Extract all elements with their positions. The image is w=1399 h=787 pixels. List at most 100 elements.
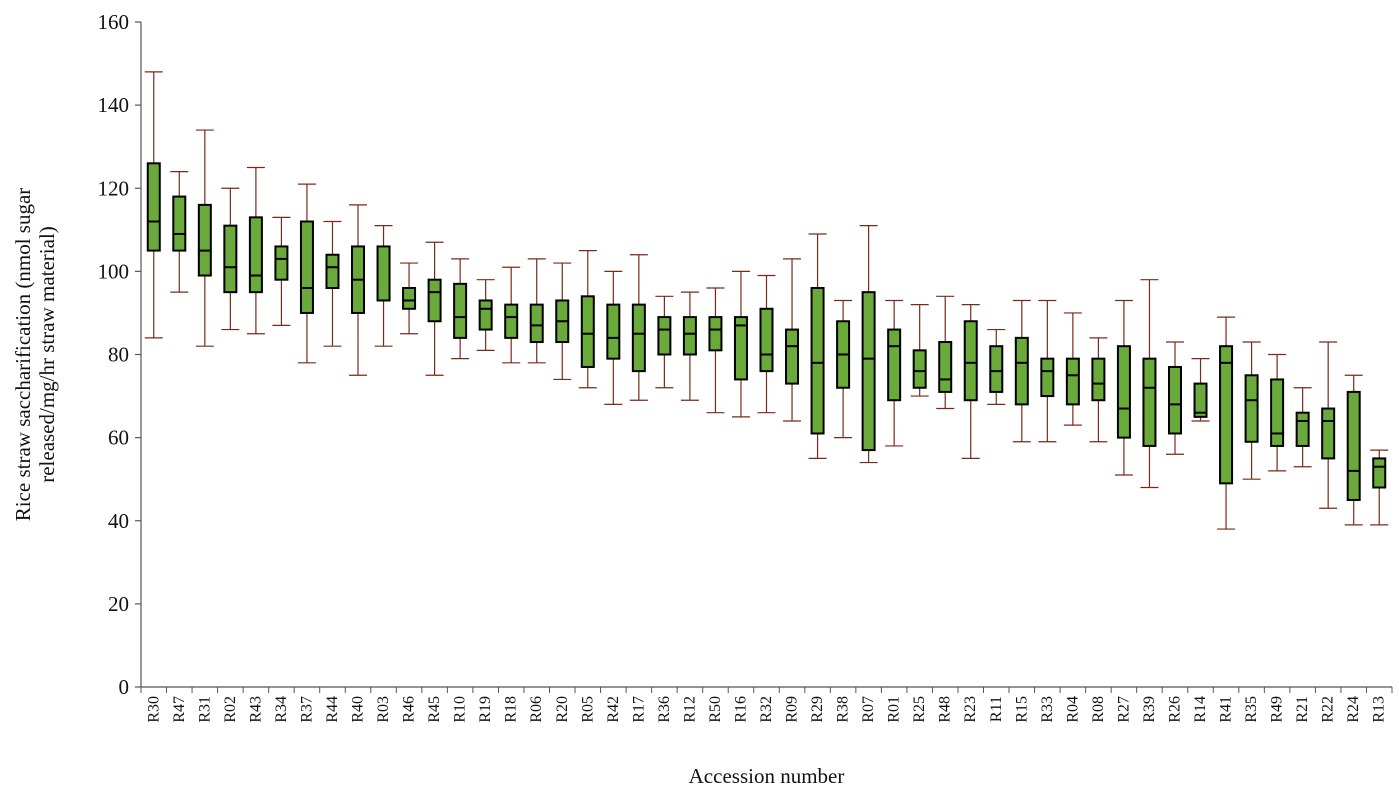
- x-tick-label: R08: [1090, 696, 1107, 723]
- iqr-box: [861, 291, 876, 452]
- x-tick-label: R43: [247, 696, 264, 723]
- iqr-box: [529, 303, 544, 344]
- x-tick-label: R16: [732, 696, 749, 723]
- box-series: [144, 71, 1389, 530]
- x-tick-label: R05: [579, 696, 596, 723]
- x-tick-label: R10: [452, 696, 469, 723]
- iqr-box: [580, 295, 595, 368]
- iqr-box: [1295, 411, 1310, 447]
- x-tick-label: R09: [784, 696, 801, 723]
- box-R14: [1191, 358, 1210, 422]
- x-tick-label: R39: [1141, 696, 1158, 723]
- box-R33: [1038, 299, 1057, 443]
- box-R05: [578, 249, 597, 389]
- box-R26: [1165, 341, 1184, 455]
- box-R45: [425, 241, 444, 376]
- y-tick-label: 60: [108, 426, 129, 450]
- iqr-box: [1321, 407, 1336, 460]
- box-R21: [1293, 387, 1312, 468]
- box-R31: [195, 129, 214, 347]
- box-R20: [553, 262, 572, 381]
- box-R02: [221, 187, 240, 331]
- box-R25: [910, 304, 929, 397]
- box-R47: [170, 171, 189, 293]
- x-tick-label: R06: [528, 696, 545, 723]
- x-tick-label: R01: [886, 696, 903, 723]
- iqr-box: [223, 224, 238, 294]
- iqr-box: [478, 299, 493, 331]
- x-tick-label: R12: [681, 696, 698, 723]
- iqr-box: [1116, 345, 1131, 439]
- box-R48: [936, 295, 955, 410]
- iqr-box: [504, 303, 519, 339]
- iqr-box: [938, 341, 953, 393]
- box-R19: [476, 279, 495, 351]
- x-tick-label: R23: [962, 696, 979, 723]
- box-R40: [349, 204, 368, 376]
- box-R32: [757, 274, 776, 414]
- box-R15: [1012, 299, 1031, 443]
- x-tick-label: R20: [554, 696, 571, 723]
- iqr-box: [733, 316, 748, 381]
- iqr-box: [299, 220, 314, 314]
- x-tick-label: R03: [375, 696, 392, 723]
- x-tick-label: R26: [1166, 696, 1183, 723]
- iqr-box: [1014, 336, 1029, 406]
- box-R09: [783, 258, 802, 422]
- x-tick-label: R32: [758, 696, 775, 723]
- box-R43: [246, 166, 265, 335]
- iqr-box: [1244, 374, 1259, 443]
- iqr-box: [453, 282, 468, 339]
- iqr-box: [1040, 357, 1055, 398]
- iqr-box: [785, 328, 800, 385]
- x-tick-label: R17: [630, 696, 647, 723]
- box-R38: [834, 299, 853, 439]
- iqr-box: [1219, 345, 1234, 485]
- iqr-box: [631, 303, 646, 373]
- iqr-box: [325, 253, 340, 289]
- box-R37: [297, 183, 316, 364]
- iqr-box: [657, 316, 672, 356]
- x-tick-label: R42: [605, 696, 622, 723]
- iqr-box: [912, 349, 927, 389]
- box-R27: [1114, 299, 1133, 476]
- box-R01: [885, 299, 904, 447]
- y-tick-label: 120: [98, 176, 130, 200]
- iqr-box: [963, 320, 978, 402]
- x-tick-label: R30: [145, 696, 162, 723]
- x-tick-label: R04: [1064, 696, 1081, 723]
- box-R16: [731, 270, 750, 418]
- iqr-box: [146, 162, 161, 252]
- x-tick-label: R11: [988, 696, 1005, 722]
- iqr-box: [1065, 357, 1080, 406]
- iqr-box: [427, 278, 442, 323]
- x-tick-label: R49: [1269, 696, 1286, 723]
- iqr-box: [402, 287, 417, 310]
- x-tick-label: R13: [1371, 696, 1388, 723]
- x-tick-label: R41: [1218, 696, 1235, 723]
- y-tick-label: 160: [98, 10, 130, 34]
- iqr-box: [1372, 457, 1387, 489]
- box-R07: [859, 225, 878, 464]
- x-tick-label: R02: [222, 696, 239, 723]
- iqr-box: [682, 316, 697, 356]
- y-tick-label: 40: [108, 509, 129, 533]
- x-tick-label: R21: [1294, 696, 1311, 723]
- x-tick-label: R19: [477, 696, 494, 723]
- x-tick-label: R29: [809, 696, 826, 723]
- box-R36: [655, 295, 674, 389]
- x-tick-label: R37: [298, 696, 315, 723]
- box-R03: [374, 225, 393, 347]
- box-R06: [527, 258, 546, 364]
- box-R50: [706, 287, 725, 414]
- box-R29: [808, 233, 827, 460]
- box-R49: [1268, 353, 1287, 472]
- box-R35: [1242, 341, 1261, 480]
- iqr-box: [1142, 357, 1157, 447]
- iqr-box: [810, 287, 825, 435]
- box-R41: [1217, 316, 1236, 530]
- x-tick-label: R18: [503, 696, 520, 723]
- x-tick-label: R48: [937, 696, 954, 723]
- box-R42: [604, 270, 623, 405]
- iqr-box: [708, 316, 723, 352]
